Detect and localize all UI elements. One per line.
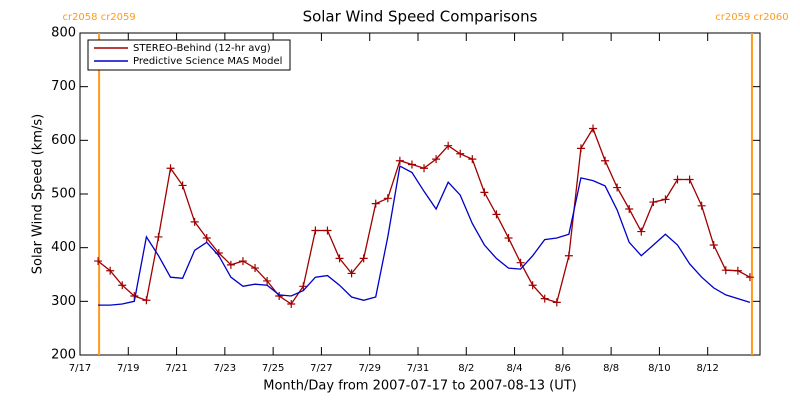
x-axis-label: Month/Day from 2007-07-17 to 2007-08-13 … <box>263 379 576 394</box>
data-point <box>407 160 416 169</box>
data-point <box>480 188 489 197</box>
data-point <box>516 258 525 267</box>
carrington-label: cr2058 cr2059 <box>62 12 135 23</box>
data-point <box>576 144 585 153</box>
data-point <box>625 205 634 214</box>
data-point <box>371 199 380 208</box>
data-point <box>202 234 211 243</box>
series-line <box>98 165 751 306</box>
data-point <box>118 281 127 290</box>
data-point <box>335 254 344 263</box>
data-point <box>649 198 658 207</box>
x-tick-label: 7/31 <box>407 363 429 374</box>
x-tick-label: 8/12 <box>696 363 718 374</box>
data-point <box>142 296 151 305</box>
y-tick-label: 700 <box>51 79 76 94</box>
data-point <box>589 124 598 133</box>
x-tick-label: 8/6 <box>555 363 571 374</box>
data-point <box>106 266 115 275</box>
chart-title: Solar Wind Speed Comparisons <box>303 8 538 26</box>
data-point <box>359 254 368 263</box>
data-point <box>323 226 332 235</box>
legend-label: STEREO-Behind (12-hr avg) <box>133 43 271 54</box>
data-point <box>311 226 320 235</box>
y-tick-label: 300 <box>51 294 76 309</box>
x-tick-label: 7/17 <box>69 363 91 374</box>
x-tick-label: 8/4 <box>507 363 523 374</box>
data-point <box>745 273 754 282</box>
data-point <box>444 141 453 150</box>
x-tick-label: 7/19 <box>117 363 139 374</box>
data-point <box>661 195 670 204</box>
data-point <box>564 251 573 260</box>
data-point <box>190 217 199 226</box>
x-tick-label: 7/29 <box>358 363 380 374</box>
data-point <box>178 181 187 190</box>
data-point <box>637 227 646 236</box>
data-point <box>166 164 175 173</box>
legend-label: Predictive Science MAS Model <box>133 56 282 67</box>
data-point <box>456 149 465 158</box>
data-point <box>709 240 718 249</box>
data-point <box>540 294 549 303</box>
data-point <box>420 164 429 173</box>
x-tick-label: 7/27 <box>310 363 332 374</box>
data-point <box>383 194 392 203</box>
data-point <box>299 282 308 291</box>
data-point <box>94 257 103 266</box>
data-point <box>721 266 730 275</box>
y-axis-label: Solar Wind Speed (km/s) <box>31 114 46 274</box>
data-point <box>287 300 296 309</box>
x-tick-label: 7/25 <box>262 363 284 374</box>
data-point <box>263 276 272 285</box>
x-tick-label: 8/8 <box>603 363 619 374</box>
legend-box <box>87 39 291 71</box>
data-point <box>697 201 706 210</box>
y-tick-label: 500 <box>51 187 76 202</box>
data-point <box>251 264 260 273</box>
data-point <box>552 298 561 307</box>
data-point <box>432 155 441 164</box>
y-tick-label: 200 <box>51 348 76 363</box>
data-point <box>226 260 235 269</box>
data-point <box>154 232 163 241</box>
data-point <box>347 269 356 278</box>
data-point <box>275 291 284 300</box>
data-point <box>613 183 622 192</box>
data-point <box>733 266 742 275</box>
data-point <box>395 156 404 165</box>
x-tick-label: 7/23 <box>214 363 236 374</box>
data-point <box>685 175 694 184</box>
data-point <box>468 155 477 164</box>
data-point <box>492 210 501 219</box>
data-point <box>601 156 610 165</box>
data-point <box>673 175 682 184</box>
carrington-label: cr2059 cr2060 <box>715 12 788 23</box>
data-point <box>238 257 247 266</box>
x-tick-label: 8/2 <box>458 363 474 374</box>
x-tick-label: 7/21 <box>165 363 187 374</box>
y-tick-label: 400 <box>51 240 76 255</box>
y-tick-label: 600 <box>51 133 76 148</box>
y-tick-label: 800 <box>51 26 76 41</box>
data-point <box>504 234 513 243</box>
x-tick-label: 8/10 <box>648 363 670 374</box>
data-point <box>528 281 537 290</box>
